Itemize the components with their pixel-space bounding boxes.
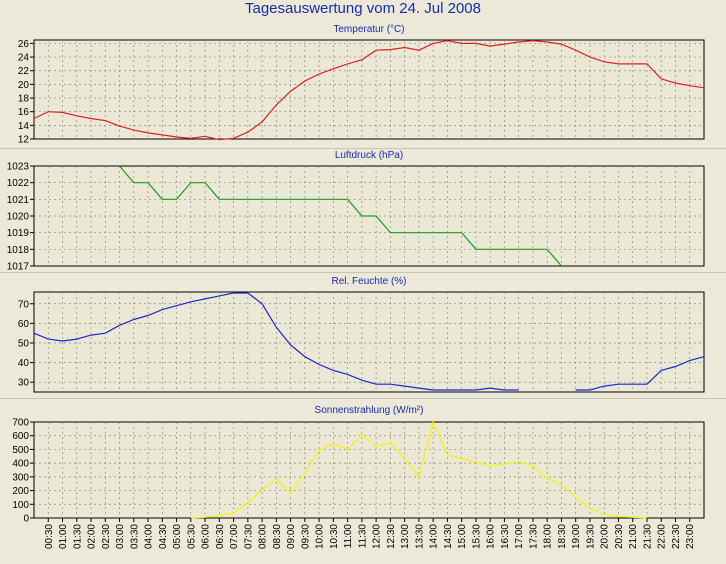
time-axis-label: 05:30: [186, 524, 197, 549]
time-axis-label: 07:00: [229, 524, 240, 549]
radiation-y-tick-label: 200: [12, 486, 29, 497]
temperature-y-tick-label: 14: [18, 121, 30, 132]
time-axis-label: 13:30: [414, 524, 425, 549]
time-axis-label: 12:00: [372, 524, 383, 549]
time-axis-label: 02:30: [101, 524, 112, 549]
time-axis-label: 06:30: [215, 524, 226, 549]
time-axis-label: 17:00: [514, 524, 525, 549]
time-axis-label: 23:00: [685, 524, 696, 549]
pressure-y-tick-label: 1020: [7, 212, 30, 223]
time-axis-label: 04:30: [158, 524, 169, 549]
temperature-y-tick-label: 16: [18, 107, 30, 118]
humidity-plot-area: [33, 291, 705, 393]
temperature-plot-area: [33, 39, 705, 140]
time-axis-label: 13:00: [400, 524, 411, 549]
time-axis-label: 08:30: [272, 524, 283, 549]
time-axis-label: 04:00: [144, 524, 155, 549]
pressure-chart-title: Luftdruck (hPa): [334, 150, 404, 161]
pressure-y-tick-label: 1023: [7, 162, 30, 173]
time-axis-label: 18:30: [557, 524, 568, 549]
time-axis-label: 11:00: [343, 524, 354, 549]
temperature-y-tick-label: 12: [18, 135, 30, 146]
time-axis-label: 12:30: [386, 524, 397, 549]
pressure-y-tick-label: 1019: [7, 228, 30, 239]
radiation-y-tick-label: 300: [12, 472, 29, 483]
time-axis-label: 16:00: [486, 524, 497, 549]
pressure-y-tick-label: 1021: [7, 195, 30, 206]
radiation-line: [190, 420, 648, 519]
time-axis-label: 01:00: [58, 524, 69, 549]
temperature-y-tick-label: 24: [18, 53, 30, 64]
time-axis-label: 09:00: [286, 524, 297, 549]
radiation-y-tick-label: 600: [12, 431, 29, 442]
time-axis-label: 15:30: [471, 524, 482, 549]
time-axis-label: 11:30: [357, 524, 368, 549]
time-axis-label: 10:30: [329, 524, 340, 549]
time-axis-label: 07:30: [243, 524, 254, 549]
radiation-y-tick-label: 500: [12, 445, 29, 456]
time-axis-label: 03:00: [115, 524, 126, 549]
humidity-chart-title: Rel. Feuchte (%): [331, 276, 407, 287]
time-axis-label: 15:00: [457, 524, 468, 549]
time-axis-label: 22:30: [671, 524, 682, 549]
time-axis-label: 14:00: [429, 524, 440, 549]
radiation-plot-area: [33, 421, 705, 519]
radiation-y-tick-label: 100: [12, 500, 29, 511]
humidity-y-tick-label: 30: [18, 378, 30, 389]
time-axis-label: 18:00: [543, 524, 554, 549]
temperature-y-tick-label: 26: [18, 39, 30, 50]
pressure-line: [119, 165, 562, 267]
time-axis-label: 02:00: [87, 524, 98, 549]
time-axis-label: 22:00: [657, 524, 668, 549]
temperature-line: [33, 40, 705, 141]
time-axis-label: 20:00: [600, 524, 611, 549]
time-axis-label: 14:30: [443, 524, 454, 549]
time-axis-label: 19:00: [571, 524, 582, 549]
panel-separator: [0, 148, 726, 149]
time-axis-label: 19:30: [585, 524, 596, 549]
radiation-chart-title: Sonnenstrahlung (W/m²): [314, 405, 424, 416]
time-axis-label: 10:00: [315, 524, 326, 549]
time-axis-label: 03:30: [129, 524, 140, 549]
humidity-y-tick-label: 60: [18, 319, 30, 330]
humidity-line: [575, 356, 705, 391]
temperature-y-tick-label: 20: [18, 80, 30, 91]
panel-separator: [0, 272, 726, 273]
page-title: Tagesauswertung vom 24. Jul 2008: [245, 0, 481, 17]
pressure-y-tick-label: 1017: [7, 262, 30, 273]
humidity-y-tick-label: 70: [18, 299, 30, 310]
radiation-y-tick-label: 400: [12, 459, 29, 470]
time-axis-label: 17:30: [528, 524, 539, 549]
temperature-chart-title: Temperatur (°C): [333, 24, 405, 35]
time-axis-label: 21:00: [628, 524, 639, 549]
time-axis-label: 05:00: [172, 524, 183, 549]
pressure-y-tick-label: 1018: [7, 245, 30, 256]
time-axis-label: 06:00: [201, 524, 212, 549]
time-axis-label: 20:30: [614, 524, 625, 549]
panel-separator: [0, 398, 726, 399]
humidity-y-tick-label: 50: [18, 338, 30, 349]
radiation-y-tick-label: 700: [12, 418, 29, 429]
time-axis-label: 16:30: [500, 524, 511, 549]
humidity-line: [33, 292, 519, 391]
time-axis-label: 00:30: [44, 524, 55, 549]
temperature-y-tick-label: 18: [18, 94, 30, 105]
time-axis-label: 08:00: [258, 524, 269, 549]
time-axis-label: 21:30: [642, 524, 653, 549]
time-axis-label: 01:30: [72, 524, 83, 549]
time-axis-label: 09:30: [300, 524, 311, 549]
temperature-y-tick-label: 22: [18, 66, 30, 77]
humidity-y-tick-label: 40: [18, 358, 30, 369]
radiation-y-tick-label: 0: [23, 514, 29, 525]
pressure-y-tick-label: 1022: [7, 178, 30, 189]
